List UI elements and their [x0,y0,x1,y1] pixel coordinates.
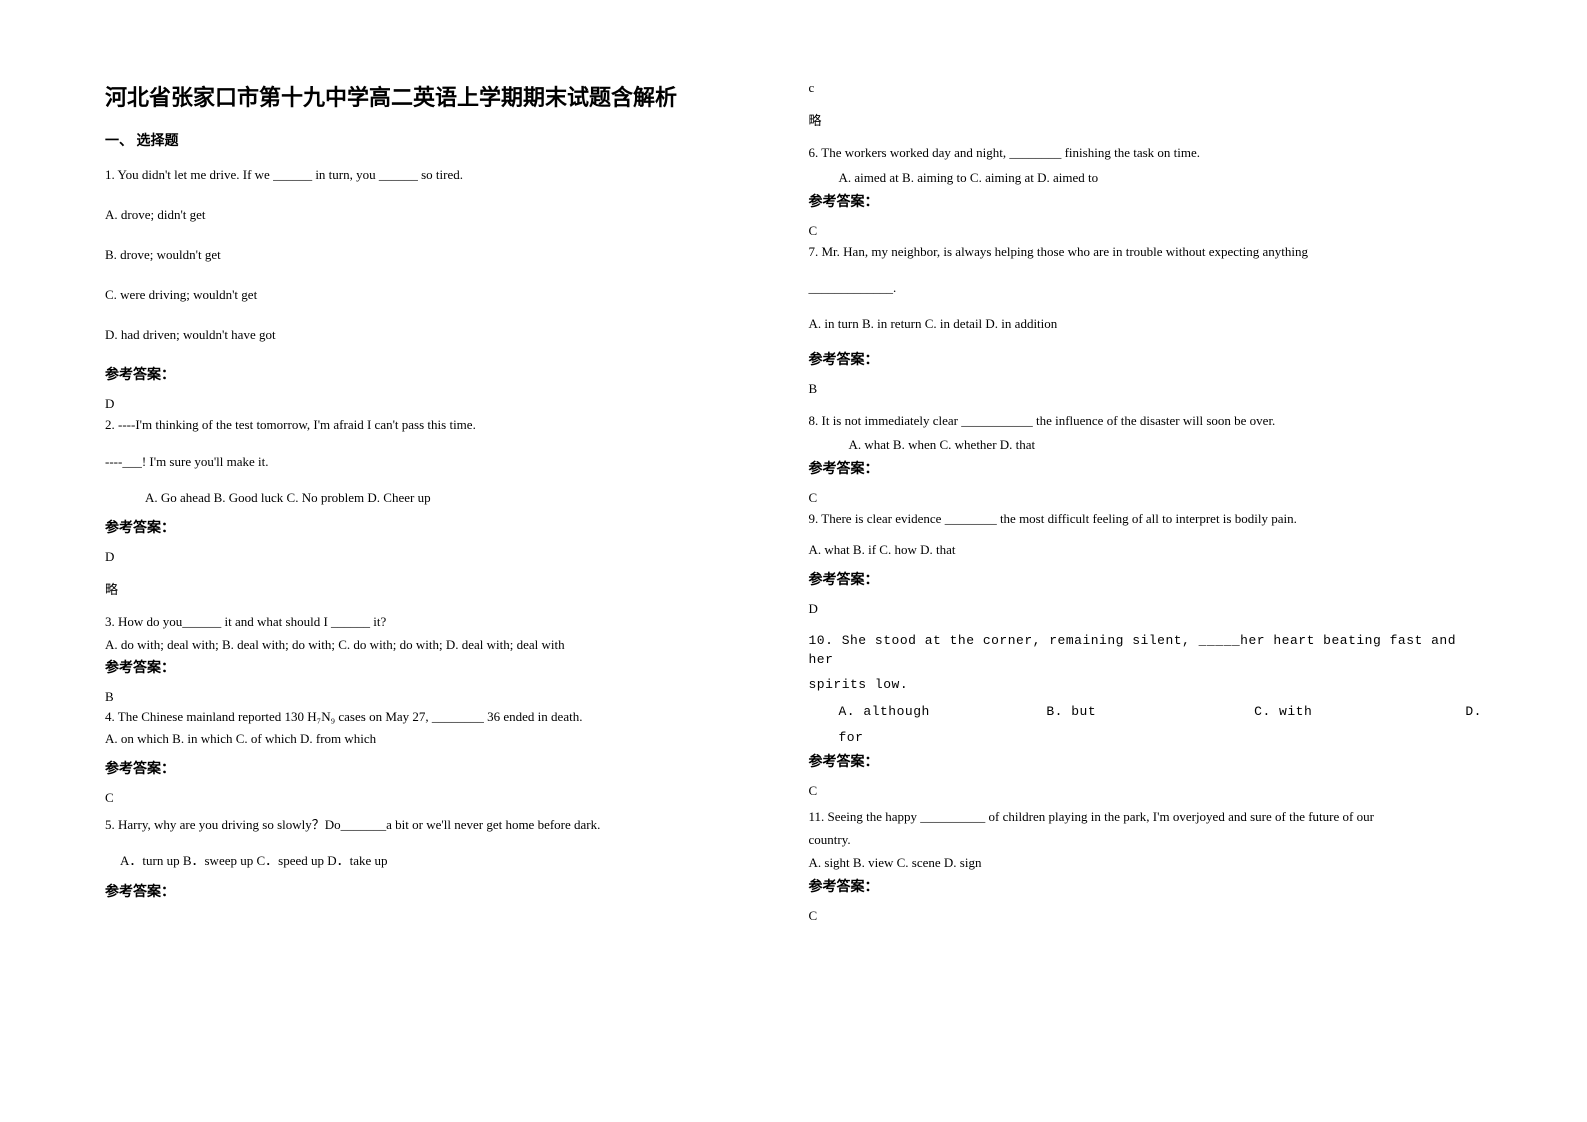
q10-optB: B. but [1046,704,1254,719]
q2-text: 2. ----I'm thinking of the test tomorrow… [105,414,779,436]
q10-optD: D. [1462,704,1482,719]
q9-text: 9. There is clear evidence ________ the … [809,508,1483,530]
q9-options: A. what B. if C. how D. that [809,539,1483,561]
q6-options: A. aimed at B. aiming to C. aiming at D.… [809,167,1483,189]
q3-text: 3. How do you______ it and what should I… [105,612,779,632]
q10-optD2: for [809,727,1483,749]
q5-answer-label: 参考答案： [105,881,779,901]
q9-answer: D [809,601,1483,617]
q11-options: A. sight B. view C. scene D. sign [809,852,1483,874]
q4-text: 4. The Chinese mainland reported 130 H₇N… [105,707,779,727]
q3-answer: B [105,689,779,705]
q2-lue: 略 [105,579,779,598]
q5-options: A．turn up B．sweep up C．speed up D．take u… [105,850,779,872]
q1-optB: B. drove; wouldn't get [105,244,779,266]
q10-optA: A. although [839,704,1047,719]
section-heading: 一、 选择题 [105,130,779,150]
q4-options: A. on which B. in which C. of which D. f… [105,728,779,750]
q7-text: 7. Mr. Han, my neighbor, is always helpi… [809,241,1483,263]
q10-options-row: A. although B. but C. with D. [809,704,1483,719]
q8-text: 8. It is not immediately clear _________… [809,411,1483,431]
q11-text2: country. [809,830,1483,850]
q10-answer: C [809,783,1483,799]
q3-options: A. do with; deal with; B. deal with; do … [105,635,779,655]
q1-optD: D. had driven; wouldn't have got [105,324,779,346]
left-column: 河北省张家口市第十九中学高二英语上学期期末试题含解析 一、 选择题 1. You… [90,80,794,1072]
q10-text2: spirits low. [809,674,1483,696]
q1-answer-label: 参考答案： [105,364,779,384]
right-column: c 略 6. The workers worked day and night,… [794,80,1498,1072]
q11-text: 11. Seeing the happy __________ of child… [809,807,1483,827]
q10-optC: C. with [1254,704,1462,719]
q10-answer-label: 参考答案： [809,751,1483,771]
q1-answer: D [105,396,779,412]
q5-text: 5. Harry, why are you driving so slowly？… [105,814,779,836]
q11-answer: C [809,908,1483,924]
q2-answer: D [105,549,779,565]
q7-answer: B [809,381,1483,397]
q5-answer: c [809,80,1483,96]
q6-text: 6. The workers worked day and night, ___… [809,143,1483,163]
q1-text: 1. You didn't let me drive. If we ______… [105,164,779,186]
q6-answer: C [809,223,1483,239]
q11-answer-label: 参考答案： [809,876,1483,896]
q3-answer-label: 参考答案： [105,657,779,677]
q7-options: A. in turn B. in return C. in detail D. … [809,313,1483,335]
q7-answer-label: 参考答案： [809,349,1483,369]
q8-answer: C [809,490,1483,506]
q10-text: 10. She stood at the corner, remaining s… [809,631,1483,670]
document-title: 河北省张家口市第十九中学高二英语上学期期末试题含解析 [105,80,779,112]
q6-answer-label: 参考答案： [809,191,1483,211]
q9-answer-label: 参考答案： [809,569,1483,589]
q2-answer-label: 参考答案： [105,517,779,537]
q5-lue: 略 [809,110,1483,129]
q8-options: A. what B. when C. whether D. that [809,434,1483,456]
q4-answer: C [105,790,779,806]
q8-answer-label: 参考答案： [809,458,1483,478]
q4-answer-label: 参考答案： [105,758,779,778]
q2-options: A. Go ahead B. Good luck C. No problem D… [105,487,779,509]
q1-optC: C. were driving; wouldn't get [105,284,779,306]
q2-text2: ----___! I'm sure you'll make it. [105,451,779,473]
q7-text2: _____________. [809,277,1483,299]
q1-optA: A. drove; didn't get [105,204,779,226]
